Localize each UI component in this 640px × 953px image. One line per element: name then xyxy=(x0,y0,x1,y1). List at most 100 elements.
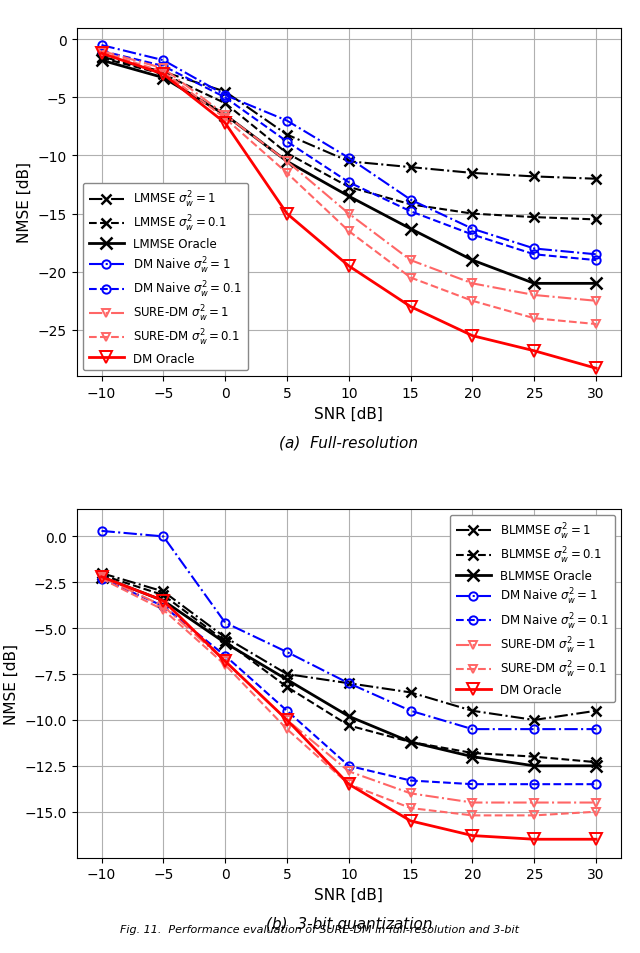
Line: LMMSE $\sigma_w^2 = 1$: LMMSE $\sigma_w^2 = 1$ xyxy=(97,52,601,184)
SURE-DM $\sigma_w^2 = 0.1$ xyxy=(221,113,229,125)
LMMSE Oracle xyxy=(345,192,353,203)
LMMSE $\sigma_w^2 = 1$ xyxy=(283,130,291,141)
BLMMSE $\sigma_w^2 = 0.1$ xyxy=(221,636,229,647)
DM Oracle xyxy=(531,834,538,845)
LMMSE $\sigma_w^2 = 0.1$ xyxy=(283,149,291,160)
BLMMSE Oracle xyxy=(345,711,353,722)
SURE-DM $\sigma_w^2 = 1$ xyxy=(283,156,291,168)
DM Naive $\sigma_w^2 = 0.1$ xyxy=(468,779,476,790)
SURE-DM $\sigma_w^2 = 1$ xyxy=(345,766,353,778)
LMMSE $\sigma_w^2 = 1$ xyxy=(159,67,167,78)
DM Oracle xyxy=(592,834,600,845)
SURE-DM $\sigma_w^2 = 0.1$ xyxy=(159,67,167,78)
DM Naive $\sigma_w^2 = 1$ xyxy=(345,678,353,689)
BLMMSE Oracle xyxy=(283,674,291,685)
SURE-DM $\sigma_w^2 = 0.1$ xyxy=(592,806,600,818)
SURE-DM $\sigma_w^2 = 1$ xyxy=(283,715,291,726)
DM Naive $\sigma_w^2 = 0.1$ xyxy=(345,760,353,772)
DM Naive $\sigma_w^2 = 1$ xyxy=(345,152,353,164)
BLMMSE Oracle xyxy=(98,572,106,583)
DM Oracle xyxy=(468,830,476,841)
SURE-DM $\sigma_w^2 = 0.1$ xyxy=(407,802,415,814)
LMMSE $\sigma_w^2 = 1$ xyxy=(468,168,476,179)
Text: (a)  Full-resolution: (a) Full-resolution xyxy=(279,436,419,450)
BLMMSE $\sigma_w^2 = 0.1$ xyxy=(345,720,353,731)
LMMSE $\sigma_w^2 = 0.1$ xyxy=(592,214,600,226)
SURE-DM $\sigma_w^2 = 0.1$ xyxy=(531,810,538,821)
DM Naive $\sigma_w^2 = 1$ xyxy=(531,723,538,735)
DM Naive $\sigma_w^2 = 1$ xyxy=(98,526,106,537)
SURE-DM $\sigma_w^2 = 1$ xyxy=(407,788,415,800)
Y-axis label: NMSE [dB]: NMSE [dB] xyxy=(4,643,19,724)
SURE-DM $\sigma_w^2 = 1$ xyxy=(221,656,229,667)
Line: LMMSE $\sigma_w^2 = 0.1$: LMMSE $\sigma_w^2 = 0.1$ xyxy=(97,54,601,225)
DM Naive $\sigma_w^2 = 0.1$ xyxy=(98,574,106,585)
DM Naive $\sigma_w^2 = 0.1$ xyxy=(283,705,291,717)
Line: BLMMSE $\sigma_w^2 = 1$: BLMMSE $\sigma_w^2 = 1$ xyxy=(97,569,601,725)
SURE-DM $\sigma_w^2 = 0.1$ xyxy=(98,48,106,59)
SURE-DM $\sigma_w^2 = 0.1$ xyxy=(98,574,106,585)
SURE-DM $\sigma_w^2 = 1$ xyxy=(592,295,600,307)
Legend: BLMMSE $\sigma_w^2 = 1$, BLMMSE $\sigma_w^2 = 0.1$, BLMMSE Oracle, DM Naive $\si: BLMMSE $\sigma_w^2 = 1$, BLMMSE $\sigma_… xyxy=(450,516,615,702)
LMMSE Oracle xyxy=(531,278,538,290)
LMMSE Oracle xyxy=(592,278,600,290)
SURE-DM $\sigma_w^2 = 0.1$ xyxy=(345,779,353,790)
DM Naive $\sigma_w^2 = 0.1$ xyxy=(531,250,538,261)
SURE-DM $\sigma_w^2 = 1$ xyxy=(531,290,538,301)
LMMSE Oracle xyxy=(283,156,291,168)
LMMSE Oracle xyxy=(407,224,415,235)
DM Oracle xyxy=(221,656,229,667)
BLMMSE Oracle xyxy=(592,760,600,772)
Line: DM Naive $\sigma_w^2 = 1$: DM Naive $\sigma_w^2 = 1$ xyxy=(97,42,600,259)
DM Oracle xyxy=(283,715,291,726)
BLMMSE Oracle xyxy=(468,751,476,762)
SURE-DM $\sigma_w^2 = 1$ xyxy=(159,600,167,612)
DM Naive $\sigma_w^2 = 0.1$ xyxy=(98,46,106,57)
DM Naive $\sigma_w^2 = 0.1$ xyxy=(159,61,167,72)
SURE-DM $\sigma_w^2 = 0.1$ xyxy=(592,319,600,331)
DM Oracle xyxy=(407,816,415,827)
BLMMSE $\sigma_w^2 = 1$ xyxy=(98,568,106,579)
BLMMSE $\sigma_w^2 = 1$ xyxy=(468,705,476,717)
DM Oracle xyxy=(468,331,476,342)
Line: BLMMSE Oracle: BLMMSE Oracle xyxy=(96,572,602,772)
DM Naive $\sigma_w^2 = 1$ xyxy=(592,250,600,261)
DM Naive $\sigma_w^2 = 0.1$ xyxy=(159,600,167,612)
LMMSE $\sigma_w^2 = 1$ xyxy=(221,87,229,98)
DM Naive $\sigma_w^2 = 1$ xyxy=(159,531,167,542)
BLMMSE $\sigma_w^2 = 1$ xyxy=(407,687,415,699)
DM Oracle xyxy=(345,261,353,273)
SURE-DM $\sigma_w^2 = 0.1$ xyxy=(283,168,291,179)
DM Naive $\sigma_w^2 = 1$ xyxy=(221,618,229,629)
SURE-DM $\sigma_w^2 = 1$ xyxy=(159,64,167,75)
DM Oracle xyxy=(531,346,538,357)
X-axis label: SNR [dB]: SNR [dB] xyxy=(314,887,383,902)
SURE-DM $\sigma_w^2 = 0.1$ xyxy=(407,273,415,284)
LMMSE Oracle xyxy=(221,110,229,121)
DM Naive $\sigma_w^2 = 0.1$ xyxy=(345,177,353,189)
SURE-DM $\sigma_w^2 = 1$ xyxy=(98,46,106,57)
Line: DM Naive $\sigma_w^2 = 0.1$: DM Naive $\sigma_w^2 = 0.1$ xyxy=(97,48,600,265)
LMMSE Oracle xyxy=(98,55,106,67)
DM Naive $\sigma_w^2 = 0.1$ xyxy=(283,136,291,148)
DM Naive $\sigma_w^2 = 1$ xyxy=(531,244,538,255)
LMMSE Oracle xyxy=(159,72,167,84)
BLMMSE Oracle xyxy=(407,737,415,748)
DM Naive $\sigma_w^2 = 1$ xyxy=(98,40,106,51)
BLMMSE $\sigma_w^2 = 0.1$ xyxy=(407,737,415,748)
DM Naive $\sigma_w^2 = 1$ xyxy=(407,194,415,206)
SURE-DM $\sigma_w^2 = 0.1$ xyxy=(468,295,476,307)
BLMMSE $\sigma_w^2 = 0.1$ xyxy=(98,570,106,581)
LMMSE $\sigma_w^2 = 0.1$ xyxy=(159,70,167,81)
LMMSE $\sigma_w^2 = 1$ xyxy=(531,172,538,183)
BLMMSE $\sigma_w^2 = 1$ xyxy=(592,705,600,717)
DM Naive $\sigma_w^2 = 1$ xyxy=(283,647,291,659)
DM Oracle xyxy=(345,779,353,790)
SURE-DM $\sigma_w^2 = 0.1$ xyxy=(221,659,229,671)
BLMMSE $\sigma_w^2 = 1$ xyxy=(345,678,353,689)
DM Naive $\sigma_w^2 = 1$ xyxy=(159,55,167,67)
DM Oracle xyxy=(221,118,229,130)
SURE-DM $\sigma_w^2 = 1$ xyxy=(98,572,106,583)
Line: SURE-DM $\sigma_w^2 = 0.1$: SURE-DM $\sigma_w^2 = 0.1$ xyxy=(97,49,600,329)
BLMMSE $\sigma_w^2 = 0.1$ xyxy=(283,681,291,693)
